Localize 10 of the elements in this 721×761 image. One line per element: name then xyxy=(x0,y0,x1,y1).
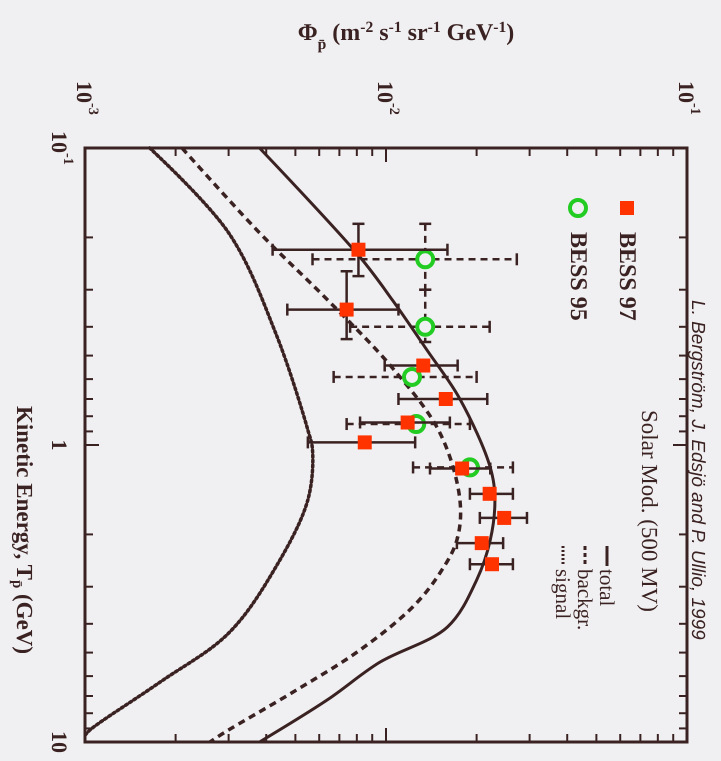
text: Φ$_{p̄}$ (m$^{-2}$ s$^{-1}$ sr$^{-1}$ GeV$^{-1}$) xyxy=(298,18,514,52)
y-tick-label: 10 xyxy=(48,731,72,753)
legend-label: BESS 95 xyxy=(565,232,591,321)
legend-label: signal xyxy=(551,569,575,620)
legend-label: backgr. xyxy=(573,569,597,630)
legend-label: total xyxy=(595,569,619,606)
y-tick-label: 1 xyxy=(48,440,72,450)
legend-title: Solar Mod. (500 MV) xyxy=(638,410,662,612)
legend-label: BESS 97 xyxy=(614,232,640,321)
text: L. Bergström, J. Edsjö and P. Ullio, 1999 xyxy=(688,300,708,640)
